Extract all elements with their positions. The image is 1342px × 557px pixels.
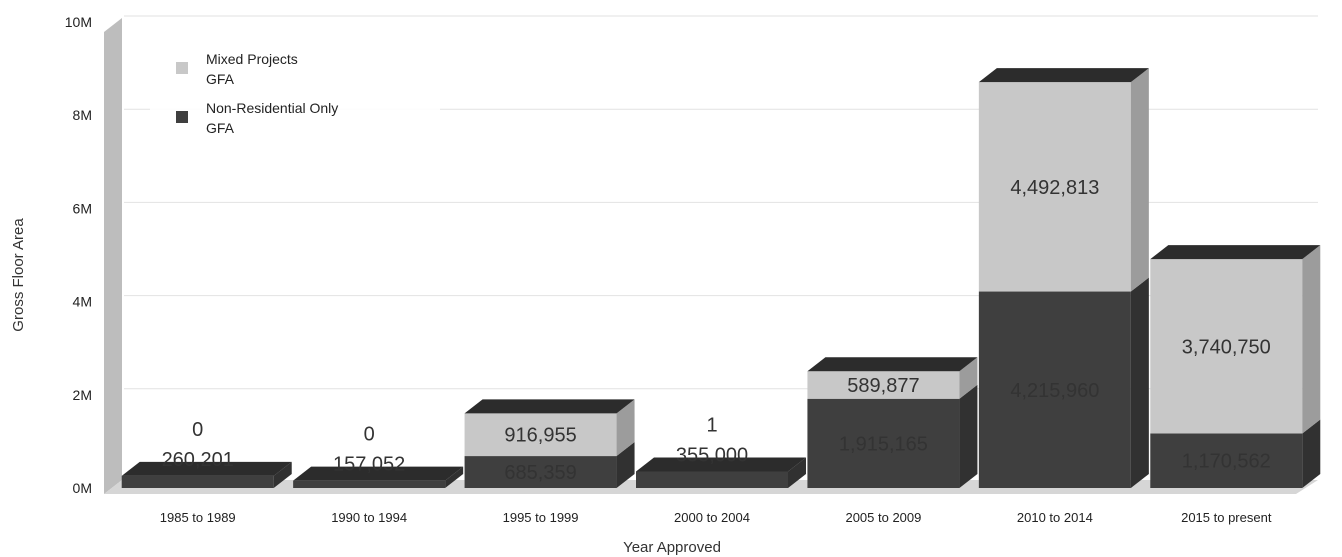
x-tick-label: 1995 to 1999 (503, 510, 579, 525)
bar-front (978, 291, 1131, 488)
y-tick-label: 10M (65, 14, 92, 30)
bar-front (636, 471, 788, 488)
y-tick-label: 8M (73, 107, 92, 123)
legend-box (150, 22, 440, 154)
bar-segment (293, 466, 464, 488)
bar-side (959, 357, 978, 399)
bar-side (1302, 419, 1321, 488)
bar-segment (978, 68, 1149, 292)
bar-front (1150, 433, 1303, 488)
bar-front (807, 398, 960, 488)
bar-front (978, 82, 1131, 292)
bar-segment (1150, 419, 1321, 488)
bar-side (273, 461, 292, 488)
data-label: 685,359 (504, 462, 576, 484)
legend: Mixed Projects GFA Non-Residential Only … (150, 22, 440, 154)
bar-top (293, 466, 464, 481)
data-label: 1,915,165 (839, 433, 928, 455)
x-axis-title: Year Approved (623, 539, 721, 556)
bar-top (121, 461, 292, 476)
bars (121, 68, 1321, 488)
data-label: 260,201 (162, 449, 234, 471)
x-tick-label: 1990 to 1994 (331, 510, 407, 525)
data-label: 916,955 (504, 425, 576, 447)
x-tick-label: 2010 to 2014 (1017, 510, 1093, 525)
bar-side (1302, 245, 1321, 434)
x-tick-label: 1985 to 1989 (160, 510, 236, 525)
bar-segment (636, 457, 806, 488)
bar-segment (464, 442, 635, 488)
bar-segment (1150, 245, 1321, 434)
bar-front (121, 475, 274, 488)
bar-segment (121, 461, 292, 488)
data-label: 3,740,750 (1182, 336, 1271, 358)
bar-segment (464, 399, 635, 457)
bar-top (978, 68, 1149, 83)
data-label: 0 (364, 424, 375, 446)
y-tick-label: 4M (73, 294, 92, 310)
bar-segment (807, 384, 978, 488)
bar-front (807, 371, 960, 399)
legend-swatch-mixed (176, 62, 188, 74)
x-axis-ticks: 1985 to 1989 1990 to 1994 1995 to 1999 2000… (160, 510, 1272, 525)
y-axis-title: Gross Floor Area (10, 218, 27, 332)
side-wall (104, 18, 122, 494)
data-label: 355,000 (676, 444, 748, 466)
bar-side (1130, 277, 1149, 488)
y-tick-label: 2M (73, 387, 92, 403)
bar-top (636, 457, 806, 472)
data-label: 157,052 (333, 454, 405, 476)
bar-front (1150, 259, 1303, 434)
bar-front (464, 413, 617, 457)
bar-side (959, 384, 978, 488)
data-label: 589,877 (847, 375, 919, 397)
legend-label-nonres-line2: GFA (206, 120, 235, 136)
data-labels: 260,201 0 157,052 0 685,359 916,955 355,000 1 1,… (162, 177, 1271, 484)
y-axis-ticks: 0M 2M 4M 6M 8M 10M (65, 14, 92, 496)
bar-top (807, 357, 978, 372)
x-tick-label: 2015 to present (1181, 510, 1272, 525)
bar-side (1130, 68, 1149, 292)
bar-side (616, 442, 635, 488)
legend-label-mixed-line1: Mixed Projects (206, 51, 298, 67)
data-label: 1,170,562 (1182, 451, 1271, 473)
data-label: 4,215,960 (1010, 380, 1099, 402)
bar-side (788, 457, 806, 488)
bar-top (1150, 245, 1321, 260)
x-tick-label: 2000 to 2004 (674, 510, 750, 525)
data-label: 1 (706, 414, 717, 436)
bar-segment (978, 277, 1149, 488)
bar-front (293, 480, 446, 488)
legend-label-nonres-line1: Non-Residential Only (206, 100, 338, 116)
x-tick-label: 2005 to 2009 (845, 510, 921, 525)
legend-swatch-nonres (176, 111, 188, 123)
y-tick-label: 0M (73, 480, 92, 496)
bar-side (445, 466, 464, 488)
bar-segment (807, 357, 978, 399)
bar-side (616, 399, 635, 457)
y-tick-label: 6M (73, 200, 92, 216)
bar-top (464, 399, 635, 414)
legend-label-mixed-line2: GFA (206, 71, 235, 87)
data-label: 4,492,813 (1010, 177, 1099, 199)
bar-front (464, 456, 617, 488)
data-label: 0 (192, 419, 203, 441)
